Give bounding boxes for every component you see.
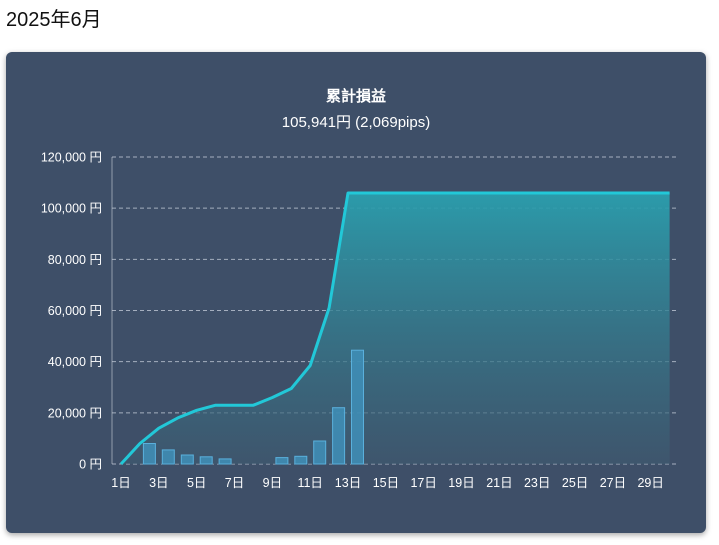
- chart-title: 累計損益: [326, 87, 386, 105]
- y-tick-label: 100,000 円: [41, 202, 102, 216]
- daily-bars: [142, 349, 364, 465]
- y-tick-label: 40,000 円: [48, 355, 102, 369]
- daily-bar: [275, 457, 289, 465]
- daily-bar: [351, 349, 364, 465]
- daily-bar: [313, 440, 327, 465]
- x-tick-label: 25日: [562, 476, 588, 490]
- daily-bar: [180, 454, 194, 465]
- chart-card: 累計損益 105,941円 (2,069pips) 0 円 20,000 円 40,…: [6, 52, 706, 533]
- x-tick-label: 11日: [297, 476, 322, 490]
- y-axis: 0 円 20,000 円 40,000 円 60,000 円 80,000 円 100,0…: [41, 151, 113, 472]
- x-tick-label: 29日: [637, 476, 663, 490]
- x-tick-label: 3日: [149, 476, 168, 490]
- y-tick-label: 120,000 円: [41, 151, 102, 165]
- cumulative-line-path: [119, 191, 670, 466]
- daily-bar: [218, 458, 232, 465]
- x-axis: 1日 3日 5日 7日 9日 11日 13日 15日 17日 19日 21日 23日 25日 27日 29日: [111, 476, 664, 490]
- x-tick-label: 13日: [335, 476, 361, 490]
- x-tick-label: 17日: [410, 476, 436, 490]
- daily-bar: [142, 443, 156, 465]
- y-tick-label: 20,000 円: [48, 406, 102, 420]
- x-tick-label: 9日: [263, 476, 282, 490]
- x-tick-label: 21日: [486, 476, 512, 490]
- cumulative-area-fill: [121, 193, 670, 464]
- x-tick-label: 1日: [111, 476, 130, 490]
- x-tick-label: 19日: [448, 476, 474, 490]
- x-tick-label: 15日: [373, 476, 399, 490]
- daily-bar: [332, 407, 346, 465]
- y-tick-label: 0 円: [79, 458, 102, 472]
- x-tick-label: 23日: [524, 476, 550, 490]
- cumulative-area: [121, 193, 670, 464]
- cumulative-pnl-chart: 累計損益 105,941円 (2,069pips) 0 円 20,000 円 40,…: [41, 87, 678, 490]
- x-tick-label: 5日: [187, 476, 206, 490]
- daily-bar: [199, 456, 213, 465]
- chart-subtitle: 105,941円 (2,069pips): [282, 114, 430, 131]
- y-tick-label: 80,000 円: [48, 253, 102, 267]
- page-heading: 2025年6月: [6, 9, 102, 31]
- x-tick-label: 7日: [225, 476, 244, 490]
- daily-bar: [294, 455, 308, 465]
- cumulative-line: [119, 191, 670, 466]
- y-tick-label: 60,000 円: [48, 304, 102, 318]
- x-tick-label: 27日: [600, 476, 626, 490]
- daily-bar: [161, 449, 175, 465]
